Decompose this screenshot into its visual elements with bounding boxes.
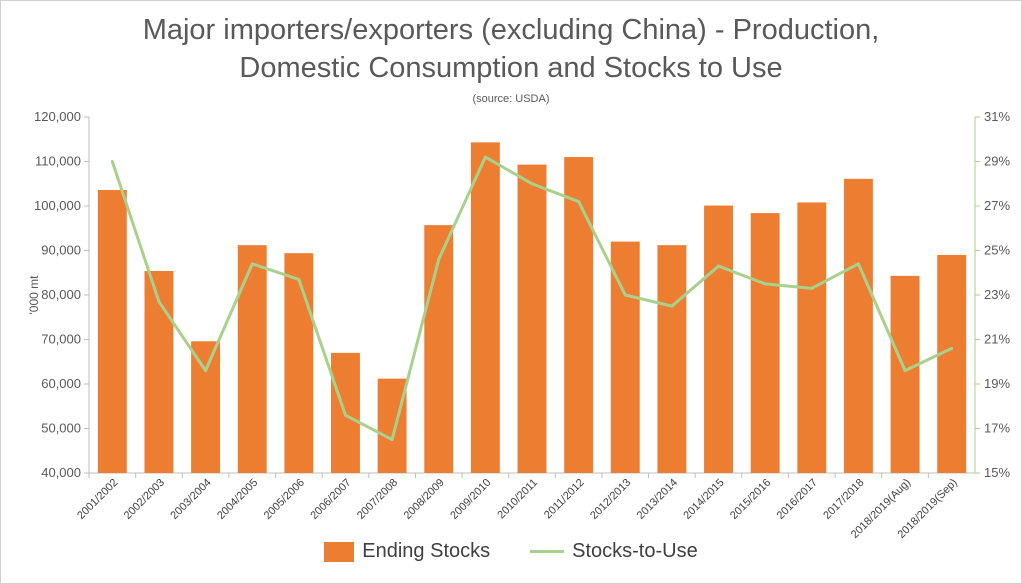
x-tick-label: 2016/2017 xyxy=(775,477,820,522)
right-tick-label: 15% xyxy=(984,465,1010,480)
legend-swatch-line xyxy=(530,550,565,553)
line-point xyxy=(670,304,674,308)
left-tick-label: 90,000 xyxy=(41,243,81,258)
left-tick-label: 40,000 xyxy=(41,465,81,480)
left-tick-label: 60,000 xyxy=(41,376,81,391)
right-tick-label: 21% xyxy=(984,332,1010,347)
right-tick-label: 29% xyxy=(984,154,1010,169)
legend: Ending Stocks Stocks-to-Use xyxy=(0,540,1022,563)
right-tick-label: 23% xyxy=(984,287,1010,302)
x-tick-label: 2003/2004 xyxy=(168,477,213,522)
left-tick-label: 120,000 xyxy=(34,109,81,124)
line-point xyxy=(763,282,767,286)
x-tick-label: 2014/2015 xyxy=(681,477,726,522)
bar xyxy=(237,245,267,473)
x-tick-label: 2004/2005 xyxy=(215,477,260,522)
line-point xyxy=(623,293,627,297)
legend-item-ending-stocks: Ending Stocks xyxy=(324,540,490,563)
right-tick-label: 19% xyxy=(984,376,1010,391)
bar xyxy=(750,213,780,473)
x-tick-label: 2001/2002 xyxy=(75,477,120,522)
bar xyxy=(564,157,594,474)
bar xyxy=(517,164,547,474)
chart-title-line2: Domestic Consumption and Stocks to Use xyxy=(239,52,783,84)
bar xyxy=(97,189,127,474)
legend-label-ending-stocks: Ending Stocks xyxy=(362,540,491,562)
x-tick-label: 2010/2011 xyxy=(495,477,540,522)
line-point xyxy=(110,160,114,163)
chart-subtitle: (source: USDA) xyxy=(472,93,550,105)
line-point xyxy=(157,300,161,304)
left-tick-label: 70,000 xyxy=(41,332,81,347)
bar xyxy=(704,205,733,473)
right-tick-label: 27% xyxy=(984,198,1010,213)
legend-swatch-bar xyxy=(324,541,355,562)
bar xyxy=(843,178,873,474)
x-tick-label: 2017/2018 xyxy=(821,477,866,522)
x-tick-label: 2015/2016 xyxy=(728,477,773,522)
line-point xyxy=(437,257,441,261)
x-tick-label: 2008/2009 xyxy=(402,477,447,522)
left-tick-label: 50,000 xyxy=(41,421,81,436)
chart-title-line1: Major importers/exporters (excluding Chi… xyxy=(142,14,880,46)
bar xyxy=(144,270,174,473)
x-tick-label: 2002/2003 xyxy=(122,477,167,522)
y-axis-label: '000 mt xyxy=(27,275,41,315)
line-point xyxy=(717,264,721,268)
right-tick-label: 25% xyxy=(984,243,1010,258)
bar xyxy=(377,378,407,473)
line-point xyxy=(204,369,208,373)
line-point xyxy=(343,413,347,417)
legend-item-stocks-to-use: Stocks-to-Use xyxy=(530,540,698,563)
line-point xyxy=(856,262,860,266)
line-point xyxy=(530,182,534,186)
x-tick-label: 2012/2013 xyxy=(588,477,633,522)
line-point xyxy=(950,346,954,350)
right-tick-label: 31% xyxy=(984,109,1010,124)
bar xyxy=(937,254,967,473)
line-point xyxy=(903,369,907,373)
x-tick-label: 2005/2006 xyxy=(262,477,307,522)
left-tick-label: 100,000 xyxy=(34,198,81,213)
right-tick-label: 17% xyxy=(984,421,1010,436)
left-tick-label: 110,000 xyxy=(35,154,81,169)
bar xyxy=(890,275,920,473)
left-tick-label: 80,000 xyxy=(41,287,81,302)
bar xyxy=(657,245,687,473)
x-tick-label: 2009/2010 xyxy=(448,477,493,522)
line-point xyxy=(390,438,394,442)
line-point xyxy=(810,286,814,290)
bar xyxy=(284,253,314,473)
bar xyxy=(610,241,640,473)
bar xyxy=(470,142,500,474)
x-tick-label: 2006/2007 xyxy=(308,477,353,522)
line-point xyxy=(577,200,581,204)
x-tick-label: 2007/2008 xyxy=(355,477,400,522)
line-point xyxy=(250,262,254,266)
bar xyxy=(797,202,827,473)
x-tick-label: 2013/2014 xyxy=(635,477,680,522)
bar xyxy=(191,341,221,473)
legend-label-stocks-to-use: Stocks-to-Use xyxy=(572,540,698,562)
line-point xyxy=(297,277,301,281)
bar xyxy=(424,225,454,473)
line-point xyxy=(483,155,487,159)
x-tick-label: 2011/2012 xyxy=(542,477,587,522)
